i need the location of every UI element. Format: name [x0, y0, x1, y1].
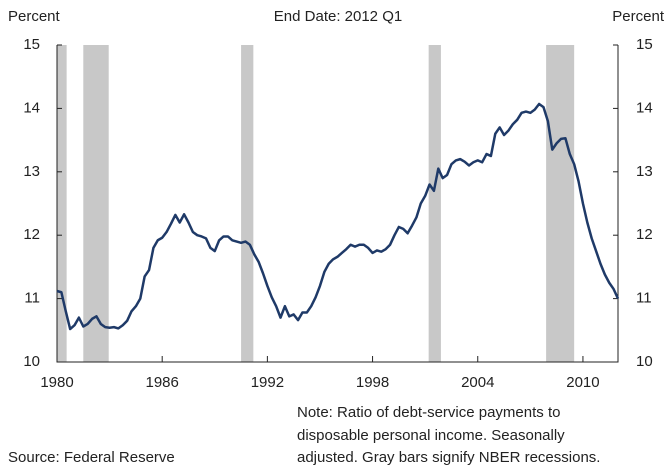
- x-tick-label: 2010: [566, 374, 599, 391]
- recession-bar: [83, 45, 109, 362]
- axis-frame: [56, 45, 619, 363]
- y2-tick-label: 10: [636, 353, 653, 370]
- recession-bar: [241, 45, 254, 362]
- x-tick-label: 1998: [356, 374, 389, 391]
- y-tick-label: 12: [23, 226, 40, 243]
- x-tick-label: 1980: [40, 374, 73, 391]
- y-tick-label: 13: [23, 163, 40, 180]
- data-line: [56, 102, 620, 331]
- x-tick-label: 1986: [146, 374, 179, 391]
- y-axis-label: Percent: [8, 8, 61, 25]
- note-line: adjusted. Gray bars signify NBER recessi…: [297, 449, 600, 466]
- y2-tick-label: 11: [636, 290, 652, 307]
- x-tick-label: 2004: [461, 374, 494, 391]
- y-tick-label: 10: [23, 353, 40, 370]
- source: Source: Federal Reserve: [8, 449, 175, 466]
- chart-title: End Date: 2012 Q1: [274, 8, 402, 25]
- note-line: Note: Ratio of debt-service payments to: [297, 404, 560, 421]
- y2-tick-label: 15: [636, 36, 653, 53]
- recession-bar: [546, 45, 575, 362]
- y-tick-label: 15: [23, 36, 40, 53]
- y2-tick-label: 13: [636, 163, 653, 180]
- y2-tick-label: 14: [636, 99, 653, 116]
- y-tick-label: 14: [23, 99, 40, 116]
- recession-bar: [57, 45, 67, 362]
- x-tick-label: 1992: [251, 374, 284, 391]
- recession-bar: [428, 45, 441, 362]
- y-tick-label: 11: [24, 290, 40, 307]
- y2-axis-label: Percent: [612, 8, 665, 25]
- y2-tick-label: 12: [636, 226, 653, 243]
- note-line: disposable personal income. Seasonally: [297, 427, 565, 444]
